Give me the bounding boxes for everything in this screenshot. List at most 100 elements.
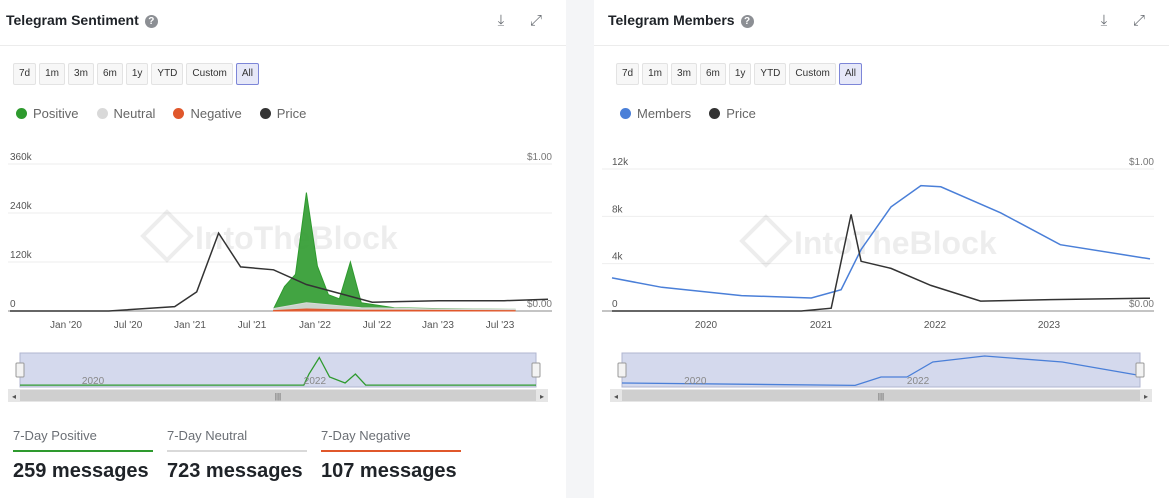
stat-7-day-positive: 7-Day Positive 259 messages bbox=[13, 428, 153, 483]
members-line bbox=[611, 184, 1151, 299]
range-button-1m[interactable]: 1m bbox=[39, 63, 66, 85]
scroll-left-icon: ◂ bbox=[614, 392, 618, 401]
price-line bbox=[612, 214, 1151, 312]
range-button-ytd[interactable]: YTD bbox=[151, 63, 184, 85]
help-icon[interactable]: ? bbox=[740, 15, 754, 28]
stat-label: 7-Day Negative bbox=[321, 428, 461, 452]
help-icon[interactable]: ? bbox=[144, 15, 158, 28]
range-button-ytd[interactable]: YTD bbox=[754, 63, 787, 85]
price-tick-label: $0.00 bbox=[527, 299, 552, 310]
x-tick-label: Jan '21 bbox=[174, 320, 206, 331]
range-selector: 7d 1m 3m 6m 1y YTD Custom All bbox=[616, 63, 862, 85]
legend-item-positive[interactable]: Positive bbox=[16, 106, 79, 121]
x-tick-label: 2022 bbox=[924, 320, 947, 331]
legend-item-price[interactable]: Price bbox=[259, 106, 307, 121]
scrollbar-grip: ||| bbox=[878, 392, 884, 401]
range-button-7d[interactable]: 7d bbox=[616, 63, 640, 85]
scroll-right-icon: ▸ bbox=[540, 392, 544, 401]
panel-title: Telegram Sentiment? bbox=[6, 12, 158, 28]
legend-label: Members bbox=[637, 106, 692, 121]
legend-swatch bbox=[96, 108, 108, 119]
x-tick-label: 2023 bbox=[1038, 320, 1061, 331]
watermark: IntoTheBlock bbox=[794, 225, 997, 261]
range-button-custom[interactable]: Custom bbox=[789, 63, 836, 85]
navigator-series bbox=[20, 356, 536, 386]
price-tick-label: $0.00 bbox=[1129, 299, 1154, 310]
y-tick-label: 120k bbox=[10, 250, 33, 261]
legend-item-members[interactable]: Members bbox=[620, 106, 691, 121]
price-tick-label: $1.00 bbox=[527, 152, 552, 163]
sentiment-chart: 360k 240k 120k 0 $1.00 $0.00 Jan '20 Jul '20 Jan… bbox=[8, 152, 552, 331]
range-button-all[interactable]: All bbox=[235, 63, 259, 85]
y-tick-label: 12k bbox=[612, 157, 629, 168]
navigator-handle bbox=[15, 362, 25, 378]
download-icon[interactable]: ⤓ bbox=[497, 12, 505, 29]
range-button-3m[interactable]: 3m bbox=[671, 63, 697, 85]
stat-label: 7-Day Neutral bbox=[167, 428, 307, 452]
price-tick-label: $1.00 bbox=[1129, 157, 1154, 168]
legend-item-neutral[interactable]: Neutral bbox=[96, 106, 156, 121]
stat-value: 107 messages bbox=[321, 460, 457, 482]
range-button-3m[interactable]: 3m bbox=[68, 63, 94, 85]
navigator-series bbox=[621, 355, 1141, 387]
scrollbar-thumb bbox=[20, 390, 536, 401]
legend-item-price[interactable]: Price bbox=[709, 106, 756, 121]
y-tick-label: 360k bbox=[10, 152, 33, 163]
panel-title: Telegram Members? bbox=[608, 12, 754, 28]
legend-swatch bbox=[173, 108, 185, 119]
legend-swatch bbox=[620, 108, 631, 119]
range-button-custom[interactable]: Custom bbox=[186, 63, 233, 85]
legend-label: Positive bbox=[33, 106, 79, 121]
x-tick-label: Jan '20 bbox=[50, 320, 82, 331]
panel-header: Telegram Members? ⤓ ⤢ bbox=[594, 0, 1169, 46]
legend: Members Price bbox=[620, 106, 756, 121]
y-tick-label: 4k bbox=[612, 252, 624, 263]
navigator-handle bbox=[1135, 362, 1145, 378]
watermark-logo bbox=[140, 209, 194, 263]
x-tick-label: Jan '22 bbox=[299, 320, 331, 331]
navigator[interactable]: 2020 2022 ||| ◂ ▸ bbox=[594, 350, 1169, 405]
expand-icon[interactable]: ⤢ bbox=[529, 12, 542, 29]
legend-label: Neutral bbox=[113, 106, 156, 121]
telegram-sentiment-panel: Telegram Sentiment? ⤓ ⤢ 7d 1m 3m 6m 1y YTD Cus… bbox=[0, 0, 566, 498]
range-button-7d[interactable]: 7d bbox=[13, 63, 37, 85]
x-tick-label: Jul '22 bbox=[363, 320, 392, 331]
stat-value: 723 messages bbox=[167, 460, 303, 482]
legend-label: Price bbox=[276, 106, 307, 121]
legend-swatch bbox=[709, 108, 721, 119]
y-tick-label: 0 bbox=[612, 299, 618, 310]
range-button-6m[interactable]: 6m bbox=[699, 63, 726, 85]
stat-7-day-neutral: 7-Day Neutral 723 messages bbox=[167, 428, 307, 483]
download-icon[interactable]: ⤓ bbox=[1100, 12, 1108, 29]
members-chart: 12k 8k 4k 0 $1.00 $0.00 2020 2021 2022 2023 IntoTh… bbox=[602, 157, 1154, 331]
navigator-handle bbox=[531, 362, 541, 378]
legend: Positive Neutral Negative Price bbox=[16, 106, 306, 121]
expand-icon[interactable]: ⤢ bbox=[1132, 12, 1145, 29]
navigator[interactable]: 2020 2022 ||| ◂ ▸ bbox=[0, 350, 566, 405]
legend-swatch bbox=[16, 108, 27, 119]
x-tick-label: 2021 bbox=[810, 320, 833, 331]
scroll-right-icon: ▸ bbox=[1144, 392, 1148, 401]
range-button-1y[interactable]: 1y bbox=[728, 63, 752, 85]
stat-value: 259 messages bbox=[13, 460, 149, 482]
stat-7-day-negative: 7-Day Negative 107 messages bbox=[321, 428, 461, 483]
x-tick-label: Jul '21 bbox=[238, 320, 267, 331]
navigator-handle bbox=[617, 362, 627, 378]
legend-item-negative[interactable]: Negative bbox=[173, 106, 242, 121]
navigator-label: 2022 bbox=[304, 376, 327, 387]
legend-label: Price bbox=[726, 106, 756, 121]
y-tick-label: 0 bbox=[10, 299, 16, 310]
stat-label: 7-Day Positive bbox=[13, 428, 153, 452]
watermark-logo bbox=[739, 214, 793, 268]
scrollbar-thumb bbox=[622, 390, 1140, 401]
range-button-6m[interactable]: 6m bbox=[96, 63, 123, 85]
telegram-members-panel: Telegram Members? ⤓ ⤢ 7d 1m 3m 6m 1y YTD Custo… bbox=[594, 0, 1169, 498]
scroll-left-icon: ◂ bbox=[12, 392, 16, 401]
x-tick-label: 2020 bbox=[695, 320, 718, 331]
range-button-1y[interactable]: 1y bbox=[125, 63, 149, 85]
panel-header: Telegram Sentiment? ⤓ ⤢ bbox=[0, 0, 566, 46]
navigator-label: 2020 bbox=[684, 376, 707, 387]
x-tick-label: Jul '20 bbox=[114, 320, 143, 331]
range-button-1m[interactable]: 1m bbox=[642, 63, 669, 85]
range-button-all[interactable]: All bbox=[838, 63, 862, 85]
